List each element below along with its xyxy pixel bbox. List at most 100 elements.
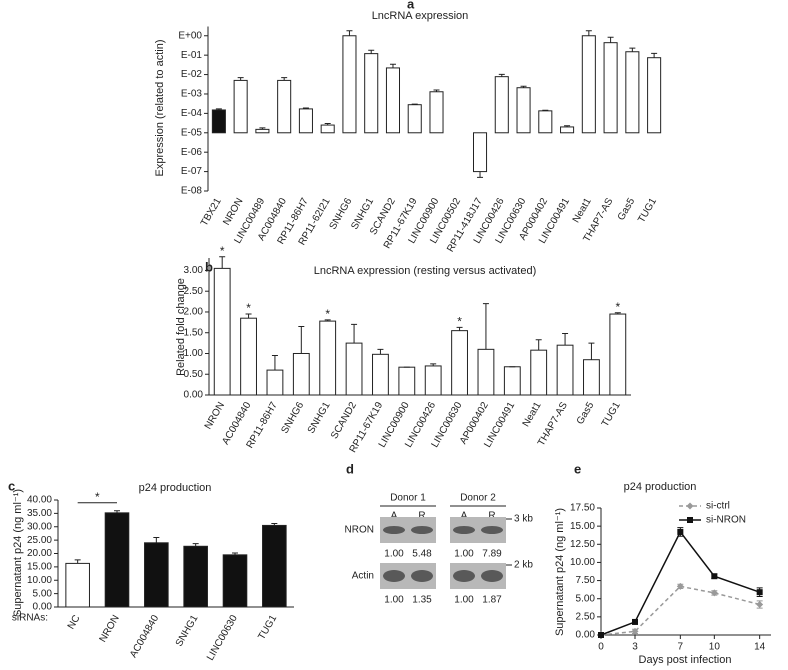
x-tick-label: SNHG1 bbox=[306, 400, 333, 436]
row-label: Actin bbox=[352, 571, 374, 582]
lane-label: R bbox=[488, 511, 495, 522]
significance-mark: * bbox=[95, 490, 100, 504]
y-tick-label: E-05 bbox=[181, 127, 203, 138]
error-bar bbox=[564, 125, 571, 127]
y-tick-label: E-01 bbox=[181, 50, 203, 61]
error-bar bbox=[520, 85, 527, 88]
bar bbox=[255, 128, 270, 134]
x-tick-label: SCAND2 bbox=[329, 400, 359, 441]
y-axis-label: Supernatant p24 (ng ml⁻¹) bbox=[554, 508, 566, 636]
bar bbox=[240, 317, 257, 396]
x-tick-label: TUG1 bbox=[256, 613, 279, 642]
error-bar bbox=[430, 363, 437, 366]
bar bbox=[262, 524, 287, 608]
error-bar bbox=[411, 103, 418, 105]
panel-letter: e bbox=[574, 461, 581, 476]
y-tick-label: 10.00 bbox=[570, 557, 595, 568]
data-point bbox=[632, 618, 638, 625]
bar bbox=[583, 359, 600, 396]
bar bbox=[407, 104, 422, 134]
x-tick-label: NRON bbox=[98, 613, 122, 644]
blot-band bbox=[453, 526, 475, 534]
error-bar bbox=[607, 36, 614, 43]
x-tick-label: 0 bbox=[598, 642, 604, 653]
bar bbox=[451, 330, 468, 396]
data-point bbox=[677, 528, 684, 535]
y-tick-label: 25.00 bbox=[27, 535, 52, 546]
blot-band bbox=[481, 570, 503, 582]
bar bbox=[222, 554, 248, 608]
size-marker-label: 3 kb bbox=[514, 514, 533, 525]
error-bar bbox=[535, 339, 542, 351]
blot-band bbox=[411, 526, 433, 534]
error-bar bbox=[588, 342, 595, 360]
legend-label: si-ctrl bbox=[706, 501, 730, 512]
legend-marker bbox=[686, 502, 694, 510]
blot-band bbox=[383, 570, 405, 582]
error-bar bbox=[368, 49, 375, 54]
y-tick-label: E-03 bbox=[181, 89, 203, 100]
error-bar bbox=[389, 63, 396, 68]
x-tick-label: LINC00630 bbox=[205, 613, 240, 663]
panel-letter: a bbox=[407, 0, 415, 11]
error-bar bbox=[232, 552, 238, 555]
chart-title: p24 production bbox=[624, 481, 697, 493]
bar bbox=[144, 542, 169, 608]
bar bbox=[494, 76, 509, 134]
bar bbox=[560, 126, 575, 134]
y-tick-label: 15.00 bbox=[570, 521, 595, 532]
y-axis-label: Expression (related to actin) bbox=[154, 40, 166, 177]
data-point bbox=[756, 589, 763, 596]
density-value: 7.89 bbox=[482, 549, 502, 560]
panel-letter: d bbox=[346, 461, 354, 476]
bar bbox=[603, 42, 618, 134]
chart-title: LncRNA expression (resting versus activa… bbox=[314, 265, 537, 277]
y-tick-label: 1.50 bbox=[184, 327, 204, 338]
x-tick-label: TUG1 bbox=[636, 196, 659, 225]
x-tick-label: TUG1 bbox=[600, 400, 623, 429]
error-bar bbox=[271, 355, 278, 371]
y-tick-label: 0.00 bbox=[33, 602, 53, 613]
density-value: 5.48 bbox=[412, 549, 432, 560]
x-tick-label: TBX21 bbox=[199, 196, 224, 228]
blot-band bbox=[411, 570, 433, 582]
error-bar bbox=[192, 543, 199, 547]
error-bar bbox=[324, 319, 331, 322]
bar bbox=[364, 53, 379, 134]
error-bar bbox=[346, 30, 353, 36]
y-tick-label: 15.00 bbox=[27, 562, 52, 573]
x-axis-label: siRNAs: bbox=[12, 613, 48, 624]
row-label: NRON bbox=[345, 525, 374, 536]
bar bbox=[477, 348, 495, 396]
x-tick-label: Neat1 bbox=[521, 400, 544, 429]
bar bbox=[211, 109, 226, 134]
bar bbox=[183, 545, 208, 608]
density-value: 1.87 bbox=[482, 595, 502, 606]
error-bar bbox=[298, 326, 305, 354]
error-bar bbox=[74, 559, 81, 564]
size-marker-label: 2 kb bbox=[514, 560, 533, 571]
error-bar bbox=[219, 256, 226, 269]
x-tick-label: 7 bbox=[678, 642, 684, 653]
y-tick-label: E-04 bbox=[181, 108, 203, 119]
error-bar bbox=[585, 30, 592, 36]
blot-band bbox=[481, 526, 503, 534]
y-tick-label: E-02 bbox=[181, 69, 203, 80]
y-tick-label: 2.50 bbox=[184, 286, 204, 297]
x-tick-label: SNHG6 bbox=[279, 400, 306, 436]
y-tick-label: 2.50 bbox=[576, 611, 596, 622]
bar bbox=[345, 342, 363, 396]
error-bar bbox=[259, 127, 266, 130]
x-tick-label: NRON bbox=[203, 400, 227, 431]
bar bbox=[266, 369, 284, 396]
donor-label: Donor 1 bbox=[390, 493, 426, 504]
density-value: 1.00 bbox=[384, 549, 404, 560]
bar bbox=[647, 57, 662, 134]
error-bar bbox=[377, 348, 384, 355]
y-tick-label: 30.00 bbox=[27, 521, 52, 532]
bar bbox=[538, 110, 553, 134]
bar bbox=[292, 352, 310, 396]
significance-mark: * bbox=[325, 307, 330, 321]
bar bbox=[385, 67, 401, 134]
